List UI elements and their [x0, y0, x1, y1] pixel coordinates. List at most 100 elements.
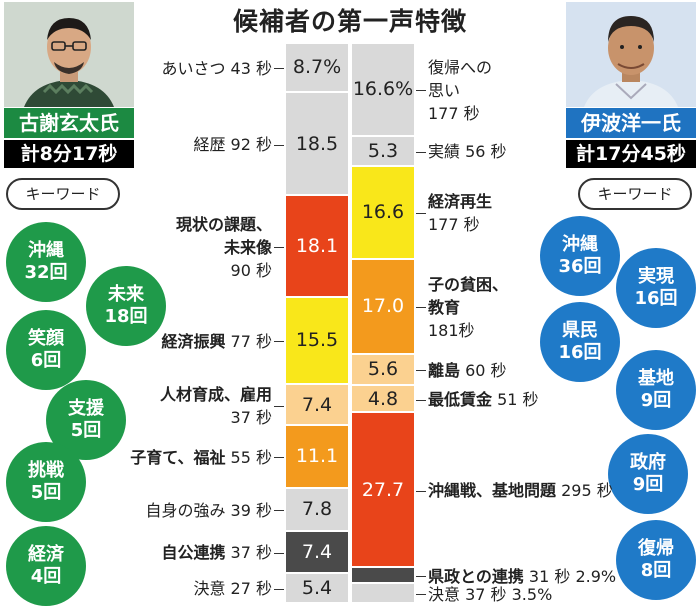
segment-topic-label: 沖縄戦、基地問題 295 秒 [428, 481, 613, 501]
keyword-count: 32回 [24, 262, 68, 283]
left-keyword-bubble: 支援 5回 [46, 380, 126, 460]
keyword-count: 4回 [30, 566, 62, 587]
bar-segment: 5.3 [352, 136, 414, 167]
keyword-word: 政府 [630, 452, 666, 473]
segment-topic-label: 子の貧困、 教育 181秒 [428, 274, 509, 340]
keyword-word: 経済 [28, 544, 64, 565]
label-connector [274, 552, 284, 554]
segment-value-label: 8.7% [292, 56, 342, 79]
bar-segment: 7.4 [286, 532, 348, 574]
bar-segment: 4.8 [352, 386, 414, 414]
label-connector [416, 370, 426, 372]
keyword-count: 5回 [30, 482, 62, 503]
right-keyword-title: キーワード [578, 178, 692, 210]
segment-topic-label: 経済再生 177 秒 [428, 192, 493, 235]
keyword-word: 未来 [108, 284, 144, 305]
right-candidate-name: 伊波洋一氏 [566, 108, 696, 138]
keyword-count: 6回 [30, 350, 62, 371]
label-connector [416, 213, 426, 215]
right-keyword-bubble: 沖縄 36回 [540, 216, 620, 296]
left-keyword-bubble: 沖縄 32回 [6, 222, 86, 302]
right-candidate-photo [566, 2, 696, 107]
segment-topic-label: あいさつ 43 秒 [161, 58, 272, 78]
keyword-count: 9回 [632, 474, 664, 495]
keyword-word: 沖縄 [28, 240, 64, 261]
bar-segment: 7.8 [286, 488, 348, 533]
keyword-word: 実現 [638, 266, 674, 287]
segment-value-label: 5.4 [301, 576, 333, 599]
label-connector [274, 457, 284, 459]
right-candidate-total: 計17分45秒 [566, 140, 696, 168]
segment-topic-label: 子育て、福祉 55 秒 [130, 447, 272, 467]
keyword-word: 支援 [68, 398, 104, 419]
segment-value-label: 5.6 [367, 358, 399, 381]
bar-segment [352, 584, 414, 604]
label-connector [274, 341, 284, 343]
left-keyword-bubble: 経済 4回 [6, 526, 86, 606]
keyword-word: 県民 [562, 320, 598, 341]
bar-segment: 5.4 [286, 573, 348, 604]
label-connector [274, 588, 284, 590]
segment-topic-label: 最低賃金 51 秒 [428, 390, 539, 410]
keyword-count: 5回 [70, 420, 102, 441]
label-connector [274, 510, 284, 512]
keyword-word: 笑顔 [28, 328, 64, 349]
bar-segment: 16.6% [352, 44, 414, 137]
bar-segment: 7.4 [286, 384, 348, 427]
chart-title: 候補者の第一声特徴 [232, 7, 467, 36]
keyword-word: 挑戦 [28, 460, 64, 481]
bar-segment [352, 568, 414, 585]
right-keyword-bubble: 基地 9回 [616, 350, 696, 430]
label-connector [416, 90, 426, 92]
segment-value-label: 16.6% [352, 78, 414, 101]
segment-topic-label: 人材育成、雇用 37 秒 [159, 384, 272, 427]
segment-value-label: 7.4 [301, 540, 333, 563]
left-keyword-bubble: 挑戦 5回 [6, 442, 86, 522]
segment-topic-label: 現状の課題、 未来像 90 秒 [175, 214, 272, 280]
segment-topic-label: 決意 37 秒 3.5% [428, 584, 553, 604]
left-candidate-photo [4, 2, 134, 107]
segment-value-label: 16.6 [361, 201, 405, 224]
label-connector [274, 68, 284, 70]
label-connector [416, 307, 426, 309]
keyword-word: 沖縄 [562, 234, 598, 255]
label-connector [274, 247, 284, 249]
right-keyword-bubble: 復帰 8回 [616, 520, 696, 600]
segment-value-label: 27.7 [361, 478, 405, 501]
bar-segment: 15.5 [286, 297, 348, 385]
segment-topic-label: 経済振興 77 秒 [161, 331, 272, 351]
segment-topic-label: 経歴 92 秒 [193, 135, 272, 155]
left-keyword-bubble: 笑顔 6回 [6, 310, 86, 390]
label-connector [416, 594, 426, 596]
keyword-word: 基地 [638, 368, 674, 389]
right-keyword-bubble: 県民 16回 [540, 302, 620, 382]
keyword-count: 16回 [634, 288, 678, 309]
bar-segment: 16.6 [352, 166, 414, 260]
keyword-count: 16回 [558, 342, 602, 363]
segment-topic-label: 決意 27 秒 [193, 579, 272, 599]
segment-value-label: 17.0 [361, 295, 405, 318]
segment-topic-label: 自身の強み 39 秒 [145, 500, 272, 520]
keyword-count: 9回 [640, 390, 672, 411]
bar-segment: 5.6 [352, 354, 414, 387]
segment-topic-label: 自公連携 37 秒 [161, 543, 272, 563]
label-connector [274, 144, 284, 146]
bar-segment: 27.7 [352, 413, 414, 569]
label-connector [416, 151, 426, 153]
segment-value-label: 18.5 [295, 132, 339, 155]
right-keyword-bubble: 政府 9回 [608, 434, 688, 514]
bar-segment: 18.1 [286, 196, 348, 298]
segment-value-label: 7.8 [301, 498, 333, 521]
label-connector [416, 576, 426, 578]
keyword-count: 8回 [640, 560, 672, 581]
keyword-count: 18回 [104, 306, 148, 327]
segment-topic-label: 離島 60 秒 [428, 360, 507, 380]
segment-topic-label: 県政との連携 31 秒 2.9% [428, 566, 617, 586]
right-keyword-bubble: 実現 16回 [616, 248, 696, 328]
segment-value-label: 7.4 [301, 393, 333, 416]
segment-value-label: 18.1 [295, 235, 339, 258]
left-candidate-name: 古謝玄太氏 [4, 108, 134, 138]
segment-value-label: 5.3 [367, 139, 399, 162]
label-connector [416, 399, 426, 401]
bar-segment: 18.5 [286, 92, 348, 197]
